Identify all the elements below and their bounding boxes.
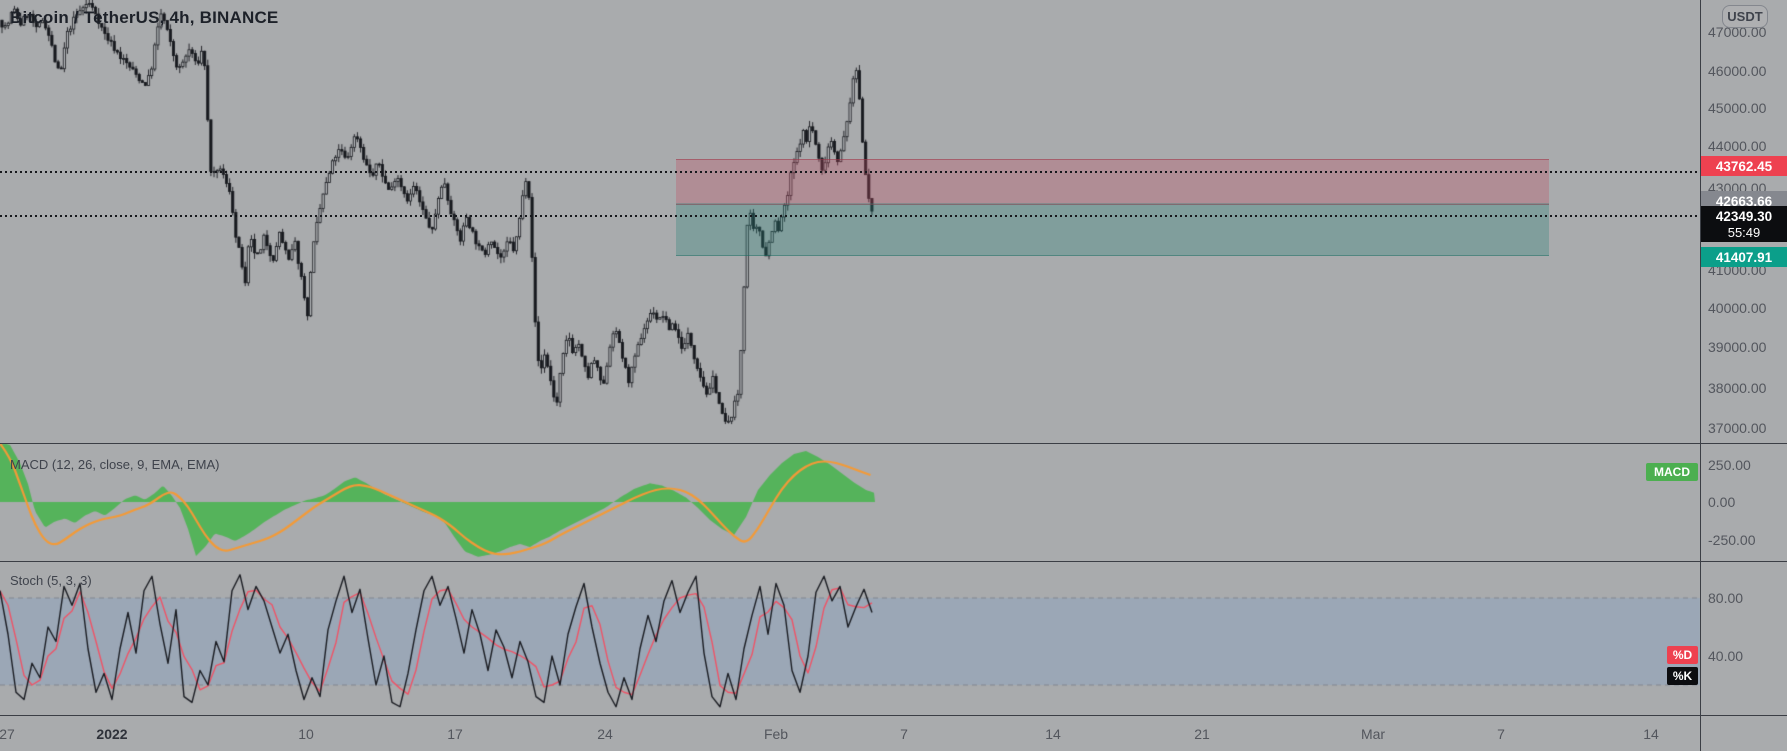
macd-stoch-divider bbox=[0, 561, 1787, 562]
bar-countdown: 55:49 bbox=[1727, 224, 1761, 240]
time-axis-border bbox=[0, 715, 1787, 716]
macd-indicator-title[interactable]: MACD (12, 26, close, 9, EMA, EMA) bbox=[10, 457, 220, 472]
time-axis-label: 7 bbox=[1497, 726, 1505, 742]
time-axis-label: 21 bbox=[1194, 726, 1210, 742]
price-axis-label: 45000.00 bbox=[1708, 100, 1767, 116]
macd-badge: MACD bbox=[1646, 463, 1698, 481]
indicator-axis-label: 40.00 bbox=[1708, 648, 1744, 664]
price-axis-border bbox=[1700, 0, 1701, 751]
price-axis-label: 38000.00 bbox=[1708, 380, 1767, 396]
stop-price-line[interactable] bbox=[0, 171, 1700, 173]
price-axis-label: 40000.00 bbox=[1708, 300, 1767, 316]
time-axis-label: Feb bbox=[763, 726, 789, 742]
currency-unit-button[interactable]: USDT bbox=[1722, 5, 1768, 28]
time-axis-label: Mar bbox=[1360, 726, 1386, 742]
indicator-axis-label: -250.00 bbox=[1708, 532, 1756, 548]
time-axis-label: 2022 bbox=[96, 726, 128, 742]
indicator-axis-label: 250.00 bbox=[1708, 457, 1751, 473]
target-price-badge[interactable]: 41407.91 bbox=[1701, 247, 1787, 267]
price-axis-label: 37000.00 bbox=[1708, 420, 1767, 436]
price-axis-label: 47000.00 bbox=[1708, 24, 1767, 40]
short-position-stop-zone[interactable] bbox=[676, 159, 1549, 205]
main-macd-divider bbox=[0, 443, 1787, 444]
target-price-value: 41407.91 bbox=[1715, 249, 1773, 265]
stoch-indicator-title[interactable]: Stoch (5, 3, 3) bbox=[10, 573, 92, 588]
stoch-k-badge: %K bbox=[1667, 667, 1698, 685]
indicator-axis-label: 80.00 bbox=[1708, 590, 1744, 606]
stop-price-value: 43762.45 bbox=[1715, 158, 1773, 174]
time-axis-label: 14 bbox=[1045, 726, 1061, 742]
short-position-profit-zone[interactable] bbox=[676, 203, 1549, 256]
price-axis-label: 46000.00 bbox=[1708, 63, 1767, 79]
time-axis-label: 10 bbox=[298, 726, 314, 742]
last-price-value: 42349.30 bbox=[1715, 208, 1773, 224]
time-axis-label: 14 bbox=[1643, 726, 1659, 742]
symbol-title[interactable]: Bitcoin / TetherUS, 4h, BINANCE bbox=[10, 8, 279, 27]
time-axis-label: 27 bbox=[0, 726, 15, 742]
stop-price-badge[interactable]: 43762.45 bbox=[1701, 156, 1787, 176]
last-price-line[interactable] bbox=[0, 215, 1700, 217]
stoch-d-badge: %D bbox=[1667, 646, 1698, 664]
entry-price-value: 42663.66 bbox=[1715, 193, 1773, 209]
price-axis-label: 39000.00 bbox=[1708, 339, 1767, 355]
time-axis-label: 17 bbox=[447, 726, 463, 742]
indicator-axis-label: 0.00 bbox=[1708, 494, 1736, 510]
price-axis-label: 44000.00 bbox=[1708, 138, 1767, 154]
time-axis-label: 24 bbox=[597, 726, 613, 742]
time-axis-label: 7 bbox=[900, 726, 908, 742]
last-price-badge[interactable]: 42349.30 55:49 bbox=[1701, 206, 1787, 242]
